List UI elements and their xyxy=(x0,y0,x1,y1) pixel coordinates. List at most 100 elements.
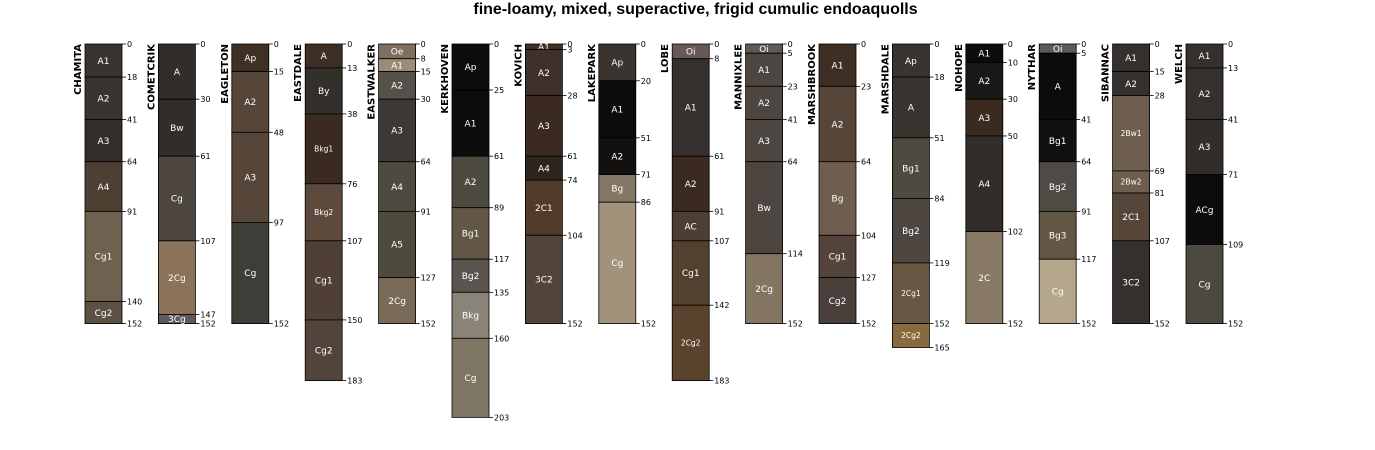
horizon-label: A1 xyxy=(832,61,844,71)
depth-label: 15 xyxy=(421,68,431,77)
depth-label: 91 xyxy=(1081,207,1091,216)
depth-label: 48 xyxy=(274,128,284,137)
horizon-label: A1 xyxy=(685,104,697,114)
horizon-label: A2 xyxy=(978,77,990,87)
depth-label: 152 xyxy=(1081,320,1096,329)
horizon-band xyxy=(304,319,343,382)
horizon-label: Bg3 xyxy=(1049,232,1067,242)
depth-label: 119 xyxy=(934,259,949,268)
profile-eastwalker: EASTWALKER Oe A1 A2 A3 A4 A5 2Cg 0 8 15 30 64 91 127 15… xyxy=(367,40,436,329)
horizon-label: A xyxy=(174,68,181,78)
horizon-band xyxy=(965,231,1004,324)
horizon-band xyxy=(84,301,123,324)
depth-label: 18 xyxy=(934,73,944,82)
depth-label: 91 xyxy=(127,207,137,216)
horizon-label: Cg2 xyxy=(829,297,847,307)
horizon-label: A1 xyxy=(1125,54,1137,64)
horizon-label: Ap xyxy=(244,54,256,64)
horizon-band xyxy=(1112,192,1150,242)
profile-welch: WELCH A1 A2 A3 ACg Cg 0 13 41 71 109 152 xyxy=(1174,40,1243,329)
depth-label: 152 xyxy=(200,320,215,329)
horizon-label: A xyxy=(1055,83,1062,93)
horizon-label: A1 xyxy=(1199,52,1211,62)
horizon-label: Cg xyxy=(171,195,183,205)
profile-name: KOVICH xyxy=(513,44,524,87)
horizon-label: A2 xyxy=(391,82,403,92)
horizon-band xyxy=(378,277,417,324)
depth-label: 0 xyxy=(934,40,939,49)
horizon-band xyxy=(1185,244,1224,324)
depth-label: 8 xyxy=(421,55,426,64)
horizon-band xyxy=(378,98,417,163)
horizon-band xyxy=(451,291,490,339)
horizon-band xyxy=(892,323,930,348)
depth-label: 152 xyxy=(1008,320,1023,329)
horizon-band xyxy=(1038,119,1077,163)
depth-label: 28 xyxy=(1155,92,1165,101)
horizon-band xyxy=(1112,240,1150,324)
horizon-band xyxy=(1185,174,1224,245)
horizon-label: 2Cg1 xyxy=(901,289,921,298)
horizon-band xyxy=(818,43,857,87)
depth-label: 104 xyxy=(861,231,876,240)
horizon-label: A2 xyxy=(538,69,550,79)
horizon-label: A1 xyxy=(758,66,770,76)
depth-label: 81 xyxy=(1155,189,1165,198)
depth-label: 3 xyxy=(567,46,572,55)
horizon-band xyxy=(1038,52,1077,120)
profile-name: EAGLETON xyxy=(220,44,231,104)
depth-label: 107 xyxy=(1155,237,1170,246)
depth-label: 64 xyxy=(861,158,871,167)
horizon-label: 2Cg xyxy=(388,297,406,307)
horizon-label: Oi xyxy=(759,45,769,55)
horizon-label: A2 xyxy=(758,99,770,109)
profile-name: LAKEPARK xyxy=(587,43,598,103)
horizon-label: A2 xyxy=(1125,80,1137,90)
horizon-label: ACg xyxy=(1196,206,1214,216)
depth-label: 23 xyxy=(788,82,798,91)
depth-label: 51 xyxy=(934,134,944,143)
depth-label: 30 xyxy=(421,95,431,104)
chart-title: fine-loamy, mixed, superactive, frigid c… xyxy=(473,1,918,18)
horizon-label: Cg xyxy=(465,374,477,384)
horizon-label: A1 xyxy=(611,106,623,116)
horizon-label: A2 xyxy=(465,178,477,188)
horizon-band xyxy=(818,277,857,324)
horizon-band xyxy=(598,43,637,82)
depth-label: 152 xyxy=(934,320,949,329)
profile-name: KERKHOVEN xyxy=(440,44,451,114)
horizon-label: Bg xyxy=(611,185,623,195)
horizon-label: A5 xyxy=(391,241,403,251)
horizon-band xyxy=(671,155,710,212)
depth-label: 127 xyxy=(421,274,436,283)
depth-label: 0 xyxy=(788,40,793,49)
horizon-band xyxy=(378,161,417,212)
horizon-band xyxy=(892,137,930,199)
horizon-band xyxy=(965,135,1004,233)
depth-label: 147 xyxy=(200,310,215,319)
profile-name: EASTWALKER xyxy=(367,44,378,120)
horizon-band xyxy=(525,49,563,96)
depth-label: 61 xyxy=(714,152,724,161)
depth-label: 0 xyxy=(200,40,205,49)
horizon-label: Oi xyxy=(1053,45,1063,55)
profile-name: NYTHAR xyxy=(1027,44,1038,91)
depth-label: 30 xyxy=(200,95,210,104)
depth-label: 0 xyxy=(127,40,132,49)
horizon-band xyxy=(231,131,270,223)
horizon-band xyxy=(671,304,710,382)
depth-label: 13 xyxy=(1228,64,1238,73)
depth-label: 152 xyxy=(788,320,803,329)
horizon-label: A1 xyxy=(391,61,403,71)
horizon-band xyxy=(745,161,783,255)
depth-label: 104 xyxy=(567,231,582,240)
depth-label: 114 xyxy=(788,250,803,259)
depth-label: 0 xyxy=(494,40,499,49)
horizon-label: Bg1 xyxy=(902,164,920,174)
depth-label: 91 xyxy=(714,207,724,216)
horizon-band xyxy=(892,262,930,324)
depth-label: 61 xyxy=(200,152,210,161)
horizon-label: A4 xyxy=(391,183,403,193)
